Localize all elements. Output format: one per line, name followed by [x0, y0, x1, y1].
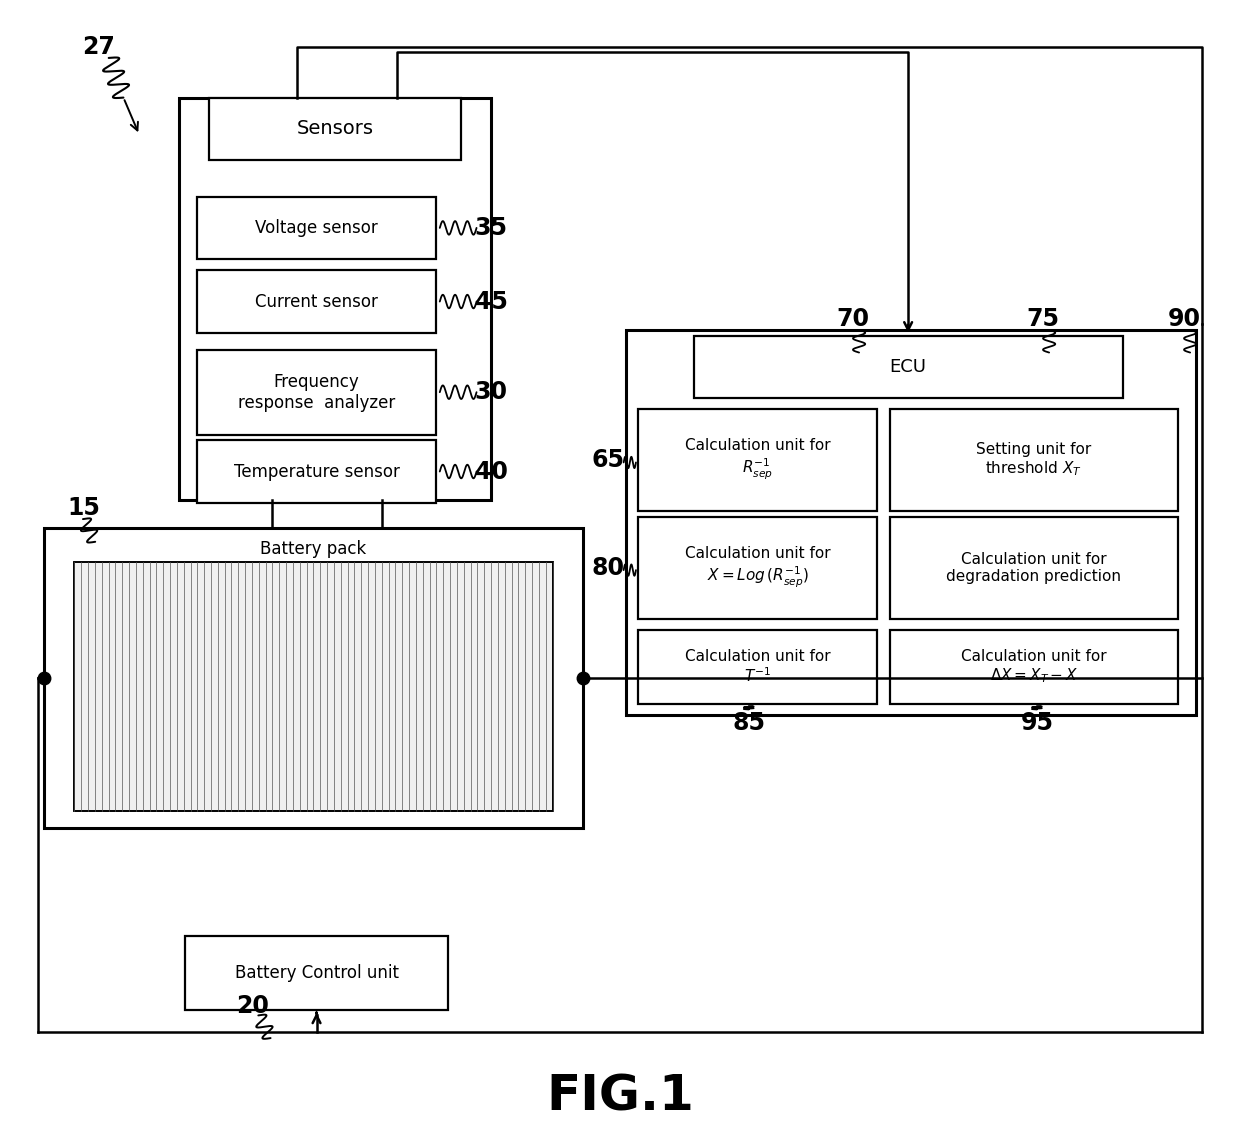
Text: Calculation unit for
$T^{-1}$: Calculation unit for $T^{-1}$ [686, 648, 831, 686]
Text: 20: 20 [236, 994, 269, 1019]
Bar [639, 517, 878, 619]
Bar [693, 336, 1122, 398]
Bar [74, 562, 553, 811]
Text: ECU: ECU [889, 358, 926, 376]
Text: Frequency
response  analyzer: Frequency response analyzer [238, 373, 396, 412]
Bar [626, 330, 1197, 715]
Bar [197, 440, 436, 502]
Text: 85: 85 [733, 711, 765, 735]
Bar [890, 517, 1178, 619]
Text: 45: 45 [475, 289, 507, 313]
Text: FIG.1: FIG.1 [546, 1072, 694, 1121]
Text: 80: 80 [591, 556, 624, 580]
Text: Current sensor: Current sensor [255, 292, 378, 311]
Text: 95: 95 [1021, 711, 1053, 735]
Text: Temperature sensor: Temperature sensor [233, 462, 399, 481]
Text: Battery Control unit: Battery Control unit [234, 963, 398, 982]
Bar [639, 630, 878, 704]
Text: Sensors: Sensors [296, 119, 373, 139]
Text: Calculation unit for
$\Delta X = X_T - X$: Calculation unit for $\Delta X = X_T - X… [961, 649, 1106, 685]
Bar [639, 409, 878, 512]
Text: 27: 27 [83, 34, 115, 58]
Bar [197, 197, 436, 259]
Bar [890, 409, 1178, 512]
Text: Battery pack: Battery pack [260, 539, 367, 557]
Bar [74, 562, 553, 811]
Text: Calculation unit for
$R_{sep}^{-1}$: Calculation unit for $R_{sep}^{-1}$ [686, 438, 831, 482]
Text: Setting unit for
threshold $X_T$: Setting unit for threshold $X_T$ [976, 442, 1091, 478]
Bar [890, 630, 1178, 704]
Bar [197, 350, 436, 435]
Bar [185, 936, 449, 1009]
Text: Voltage sensor: Voltage sensor [255, 219, 378, 237]
Bar [197, 271, 436, 333]
Text: 90: 90 [1168, 306, 1200, 330]
Text: Calculation unit for
degradation prediction: Calculation unit for degradation predict… [946, 552, 1121, 584]
Bar [210, 97, 460, 159]
Text: 40: 40 [475, 460, 507, 484]
Text: 65: 65 [591, 448, 624, 473]
Text: 70: 70 [837, 306, 869, 330]
Bar [179, 97, 491, 500]
Text: 75: 75 [1027, 306, 1059, 330]
Text: 30: 30 [475, 380, 507, 404]
Text: 15: 15 [68, 496, 100, 520]
Text: 35: 35 [475, 216, 507, 240]
Bar [43, 528, 583, 828]
Text: Calculation unit for
$X = Log\,(R_{sep}^{-1})$: Calculation unit for $X = Log\,(R_{sep}^… [686, 546, 831, 590]
